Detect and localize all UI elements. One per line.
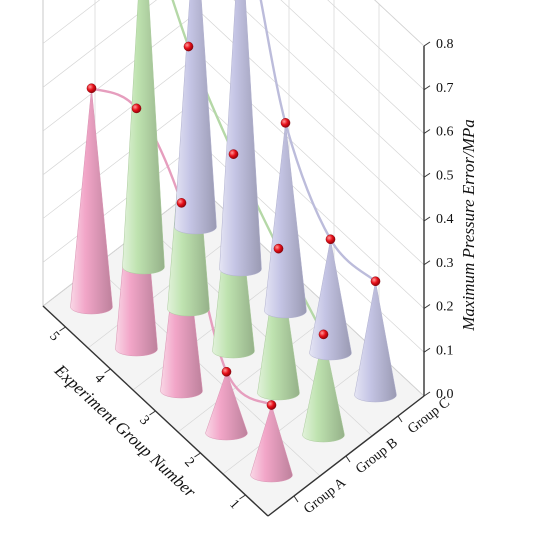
z-tick-label: 0.4 — [436, 212, 454, 227]
series-line — [259, 0, 377, 283]
peak-marker — [131, 103, 142, 114]
z-axis-title: Maximum Pressure Error/MPa — [459, 119, 478, 332]
cone — [250, 404, 293, 483]
z-tick-label: 0.1 — [436, 343, 454, 358]
peak-marker — [318, 329, 329, 340]
cone — [264, 122, 307, 319]
peak-marker — [221, 366, 232, 377]
x-tick-label: 1 — [226, 497, 242, 512]
x-tick-label: 2 — [181, 455, 197, 470]
cone — [309, 239, 352, 361]
z-tick-label: 0.2 — [436, 300, 454, 315]
z-gridline — [43, 0, 425, 91]
peak-marker — [86, 83, 97, 94]
z-tick-label: 0.8 — [436, 37, 454, 52]
z-tick-label: 0.5 — [436, 168, 454, 183]
peak-marker — [183, 41, 194, 52]
peak-marker — [280, 118, 291, 128]
x-tick-label: 4 — [91, 371, 107, 386]
z-tick-label: 0.3 — [436, 256, 454, 271]
peak-marker — [266, 400, 277, 410]
z-tick-label: 0.6 — [436, 125, 454, 140]
peak-marker — [273, 243, 284, 254]
cone — [70, 88, 113, 315]
peak-marker — [228, 149, 239, 159]
x-tick-label: 3 — [136, 413, 152, 428]
z-tick-label: 0.0 — [436, 387, 454, 402]
cone — [354, 281, 397, 403]
x-tick-label: 5 — [46, 329, 62, 344]
cone — [174, 0, 217, 235]
cone — [219, 0, 262, 277]
peak-marker — [370, 276, 381, 287]
peak-markers — [86, 41, 381, 410]
peak-marker — [176, 198, 187, 208]
cone — [257, 248, 300, 401]
peak-marker — [325, 234, 336, 245]
z-tick-label: 0.7 — [436, 81, 454, 96]
cone — [205, 370, 248, 441]
cone — [302, 334, 345, 443]
cones — [70, 0, 397, 483]
cone — [122, 0, 165, 275]
